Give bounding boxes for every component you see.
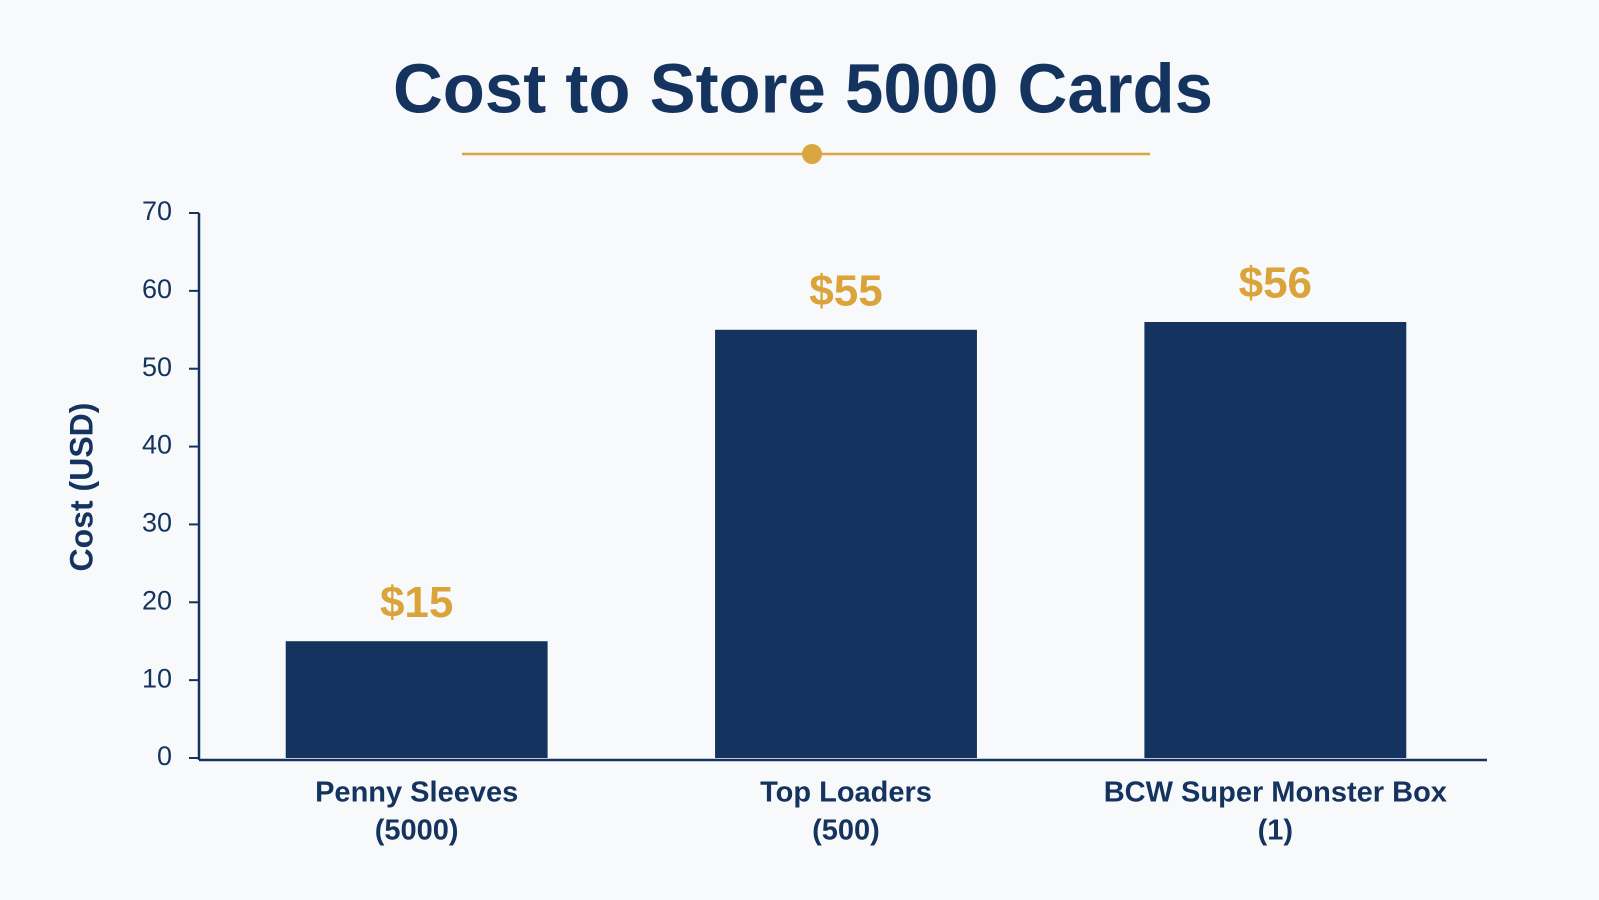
bar: [715, 329, 977, 758]
bar: [285, 641, 548, 758]
value-label: $15: [380, 578, 453, 627]
divider-dot: [802, 144, 822, 164]
y-tick-label: 40: [142, 430, 172, 460]
x-tick-label: BCW Super Monster Box: [1104, 777, 1447, 809]
y-tick-label: 20: [142, 585, 172, 615]
x-tick-label: Penny Sleeves: [315, 777, 518, 809]
y-axis-label: Cost (USD): [63, 403, 99, 572]
x-tick-label: Top Loaders: [760, 777, 932, 809]
y-tick-label: 0: [157, 741, 172, 771]
bar: [1144, 322, 1407, 758]
value-label: $55: [809, 266, 882, 315]
y-tick-label: 60: [142, 274, 172, 304]
y-tick-label: 50: [142, 352, 172, 382]
x-tick-label: (500): [812, 815, 880, 847]
x-tick-label: (5000): [375, 815, 459, 847]
value-label: $56: [1239, 259, 1312, 308]
y-tick-label: 10: [142, 663, 172, 693]
chart-title: Cost to Store 5000 Cards: [393, 49, 1213, 127]
x-tick-label: (1): [1258, 815, 1293, 847]
y-tick-label: 30: [142, 508, 172, 538]
y-tick-label: 70: [142, 196, 172, 226]
